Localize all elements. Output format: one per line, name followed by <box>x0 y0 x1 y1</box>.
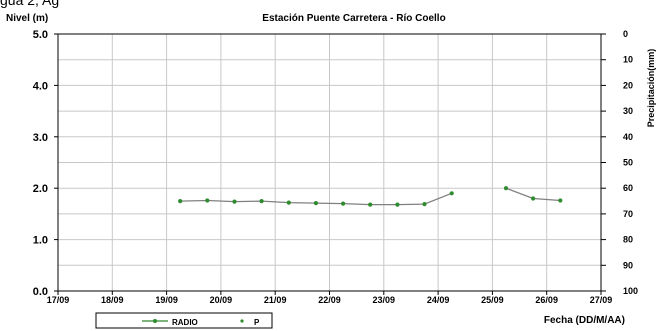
y2-tick-label: 20 <box>623 80 633 90</box>
series-radio-point <box>178 199 183 204</box>
plot-area: 0.0 1.0 2.0 3.0 4.0 5.0 0 10 20 30 40 50 60 70 80 90 100… <box>33 29 638 305</box>
series-radio-point <box>286 200 291 205</box>
y-tick-label: 5.0 <box>33 29 48 41</box>
series-radio-point <box>503 186 509 191</box>
y2-tick-label: 50 <box>623 158 633 168</box>
y-axis-label: Nivel (m) <box>6 13 48 24</box>
y2-tick-label: 30 <box>623 106 633 116</box>
legend-p-marker <box>240 319 244 323</box>
x-tick-label: 21/09 <box>264 295 287 305</box>
y-tick-label: 1.0 <box>33 235 48 247</box>
series-radio-point <box>313 201 318 206</box>
x-tick-label: 19/09 <box>155 295 178 305</box>
x-tick-label: 20/09 <box>210 295 233 305</box>
series-radio-point <box>395 202 400 207</box>
series-radio-point <box>232 199 237 204</box>
chart-title: Estación Puente Carretera - Río Coello <box>262 13 445 24</box>
x-axis-title: Fecha (DD/M/AA) <box>544 315 625 326</box>
legend-radio-marker <box>153 319 157 323</box>
x-tick-label: 23/09 <box>373 295 396 305</box>
x-tick-label: 22/09 <box>318 295 341 305</box>
y-tick-label: 0.0 <box>33 286 48 298</box>
series-radio-point <box>558 198 563 203</box>
y2-tick-label: 70 <box>623 209 633 219</box>
legend-box <box>95 312 273 329</box>
series-radio-point <box>205 198 210 203</box>
series-radio-point <box>449 191 454 196</box>
y2-axis-label: Precipitación(mm) <box>646 49 656 128</box>
x-tick-label: 18/09 <box>101 295 124 305</box>
legend-p-label: P <box>254 318 260 327</box>
x-tick-label: 26/09 <box>535 295 558 305</box>
series-radio-point <box>422 202 427 207</box>
y2-tick-label: 100 <box>623 286 638 296</box>
series-radio-point <box>259 199 264 204</box>
y2-tick-label: 80 <box>623 235 633 245</box>
legend: RADIO P <box>95 312 273 329</box>
y-tick-label: 2.0 <box>33 183 48 195</box>
y2-tick-label: 40 <box>623 132 633 142</box>
y2-tick-label: 10 <box>623 55 633 65</box>
x-tick-label: 25/09 <box>481 295 504 305</box>
y2-tick-label: 60 <box>623 183 633 193</box>
top-clipped-text: gua 2, Ag <box>0 0 59 8</box>
series-radio-point <box>531 196 536 201</box>
legend-radio-label: RADIO <box>172 318 198 327</box>
y-tick-label: 4.0 <box>33 80 48 92</box>
y-tick-label: 3.0 <box>33 132 48 144</box>
x-tick-label: 17/09 <box>47 295 70 305</box>
y2-tick-label: 90 <box>623 260 633 270</box>
series-radio-point <box>368 202 373 207</box>
x-tick-label: 24/09 <box>427 295 450 305</box>
y2-tick-label: 0 <box>623 29 628 39</box>
x-tick-label: 27/09 <box>590 295 613 305</box>
series-radio-point <box>341 201 346 206</box>
